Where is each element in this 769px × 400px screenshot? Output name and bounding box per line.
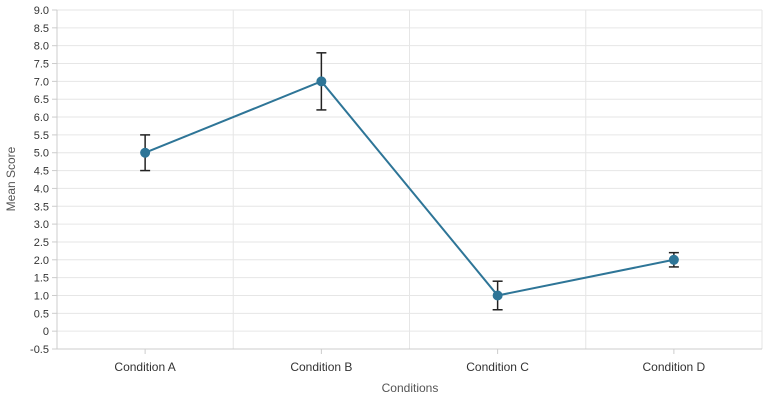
x-tick-label: Condition B xyxy=(290,360,352,374)
y-tick-label: 6.0 xyxy=(34,112,49,124)
grid-lines xyxy=(57,9,763,350)
y-tick-label: 2.5 xyxy=(34,237,49,249)
y-tick-label: 0 xyxy=(43,326,49,338)
x-tick-label: Condition A xyxy=(114,360,175,374)
y-tick-label: 4.0 xyxy=(34,183,49,195)
y-tick-label: 6.5 xyxy=(34,94,49,106)
data-points xyxy=(140,76,679,301)
x-axis-ticks: Condition A Condition B Condition C Conditi… xyxy=(114,349,706,374)
x-tick-label: Condition C xyxy=(466,360,529,374)
axes xyxy=(56,10,762,350)
y-tick-label: 9.0 xyxy=(34,5,49,17)
y-tick-label: 3.5 xyxy=(34,201,49,213)
series-line-path xyxy=(144,80,675,297)
y-tick-label: 0.5 xyxy=(34,308,49,320)
y-tick-label: 8.5 xyxy=(34,23,49,35)
y-tick-label: 7.0 xyxy=(34,76,49,88)
y-tick-label: 3.0 xyxy=(34,219,49,231)
y-tick-label: 7.5 xyxy=(34,59,49,71)
y-tick-label: 8.0 xyxy=(34,41,49,53)
y-tick-label: 2.0 xyxy=(34,255,49,267)
data-point[interactable] xyxy=(140,147,151,158)
series-line xyxy=(144,80,675,297)
y-tick-label: 1.0 xyxy=(34,290,49,302)
y-tick-label: 1.5 xyxy=(34,273,49,285)
y-axis-title: Mean Score xyxy=(4,146,18,211)
x-tick-label: Condition D xyxy=(643,360,706,374)
y-tick-label: 5.0 xyxy=(34,148,49,160)
y-tick-label: -0.5 xyxy=(30,344,49,356)
data-point[interactable] xyxy=(492,290,503,301)
data-point[interactable] xyxy=(316,76,327,87)
x-axis-title: Conditions xyxy=(382,381,439,395)
y-tick-label: 5.5 xyxy=(34,130,49,142)
y-tick-label: 4.5 xyxy=(34,166,49,178)
y-axis-ticks: 9.0 8.5 8.0 7.5 7.0 6.5 6.0 5.5 5.0 4.5 4.0 3.5 3.0 2… xyxy=(30,5,57,356)
data-point[interactable] xyxy=(668,254,679,265)
